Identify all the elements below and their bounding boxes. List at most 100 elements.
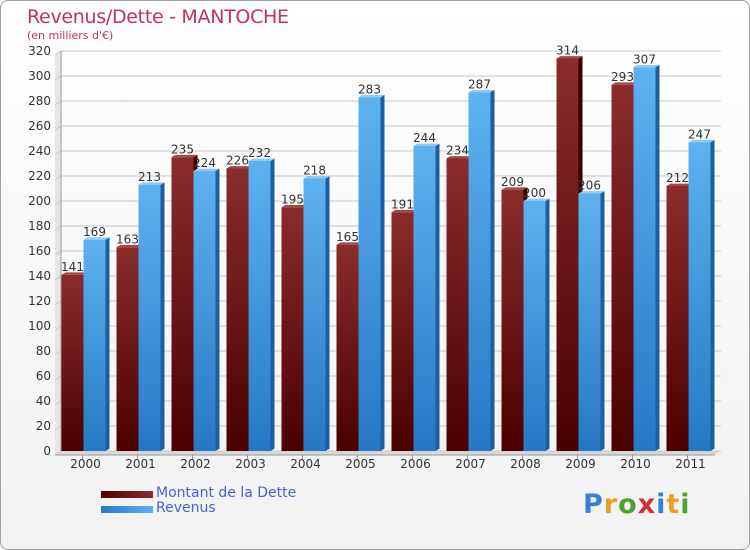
- x-tick-label: 2007: [455, 457, 486, 471]
- bar-revenue-2002: [193, 171, 216, 451]
- y-tick-label: 160: [28, 244, 51, 258]
- proxiti-letter: t: [666, 489, 681, 520]
- bar-debt-2006: [391, 212, 414, 451]
- data-label-revenue-2011: 247: [688, 127, 711, 141]
- bar-revenue-2003: [248, 161, 271, 451]
- bar-revenue-2003-side: [270, 158, 275, 451]
- bar-revenue-2008-top: [523, 198, 550, 201]
- y-gridline-depth: [54, 300, 62, 306]
- y-gridline-depth: [54, 225, 62, 231]
- x-tick-label: 2000: [70, 457, 101, 471]
- axes: 0 20 40 60 80 100 120 140 160 180 200 220 240 260 280 3…: [28, 44, 715, 471]
- x-tick-label: 2006: [400, 457, 431, 471]
- bar-debt-2009-top: [556, 56, 583, 59]
- bar-revenue-2009-top: [578, 191, 605, 194]
- bar-revenue-2000-top: [83, 237, 110, 240]
- data-label-debt-2001: 163: [116, 232, 139, 246]
- y-tick-label: 280: [28, 94, 51, 108]
- bar-revenue-2005-top: [358, 94, 385, 98]
- bars: [61, 56, 715, 451]
- x-tick-label: 2005: [345, 457, 376, 471]
- bar-revenue-2004-side: [325, 176, 330, 451]
- bar-debt-2002: [171, 157, 194, 451]
- bar-revenue-2001-side: [160, 182, 165, 451]
- x-tick-label: 2010: [620, 457, 651, 471]
- bar-revenue-2001: [138, 184, 161, 451]
- bar-debt-2003-top: [226, 166, 253, 169]
- data-label-debt-2007: 234: [446, 144, 469, 158]
- x-tick-label: 2008: [510, 457, 541, 471]
- bar-revenue-2010: [633, 67, 656, 451]
- data-label-revenue-2002: 224: [193, 156, 216, 170]
- bar-revenue-2011-side: [710, 139, 715, 451]
- bar-revenue-2010-top: [633, 64, 660, 68]
- bar-revenue-2006: [413, 146, 436, 451]
- data-label-revenue-2004: 218: [303, 164, 326, 178]
- bar-debt-2006-top: [391, 209, 418, 213]
- proxiti-letter: r: [603, 489, 619, 520]
- x-tick-label: 2001: [125, 457, 156, 471]
- data-label-debt-2006: 191: [391, 197, 414, 211]
- data-label-revenue-2003: 232: [248, 146, 271, 160]
- bar-revenue-2003-top: [248, 158, 275, 161]
- bar-debt-2001: [116, 247, 139, 451]
- bar-revenue-2010-side: [655, 64, 660, 451]
- y-tick-label: 60: [36, 369, 51, 383]
- data-label-debt-2009: 314: [556, 44, 579, 58]
- data-label-debt-2010: 293: [611, 70, 634, 84]
- bar-revenue-2004-top: [303, 176, 330, 179]
- bar-debt-2011-top: [666, 183, 693, 186]
- bar-debt-2009: [556, 58, 579, 451]
- y-gridline-depth: [54, 350, 62, 356]
- proxiti-letter: i: [680, 489, 691, 520]
- bar-debt-2002-top: [171, 154, 198, 158]
- data-label-debt-2003: 226: [226, 154, 249, 168]
- bar-revenue-2006-top: [413, 143, 440, 146]
- bar-revenue-2011-top: [688, 139, 715, 143]
- data-label-revenue-2000: 169: [83, 225, 106, 239]
- y-gridline-depth: [54, 450, 62, 456]
- data-label-debt-2002: 235: [171, 142, 194, 156]
- y-gridline-depth: [54, 250, 62, 256]
- data-label-revenue-2010: 307: [633, 52, 656, 66]
- data-label-revenue-2007: 287: [468, 77, 491, 91]
- y-tick-label: 0: [43, 444, 51, 458]
- y-gridline-depth: [54, 125, 62, 131]
- legend-label-debt: Montant de la Dette: [156, 485, 297, 501]
- data-label-debt-2008: 209: [501, 175, 524, 189]
- y-gridline-depth: [54, 175, 62, 181]
- x-tick-label: 2004: [290, 457, 321, 471]
- proxiti-letter: x: [637, 489, 657, 520]
- proxiti-letter: i: [656, 489, 667, 520]
- bar-debt-2011: [666, 186, 689, 451]
- y-tick-label: 80: [36, 344, 51, 358]
- y-tick-label: 220: [28, 169, 51, 183]
- y-gridline-depth: [54, 400, 62, 406]
- y-tick-label: 240: [28, 144, 51, 158]
- chart-title: Revenus/Dette - MANTOCHE: [27, 6, 289, 28]
- legend-swatch-revenue: [101, 506, 153, 513]
- bar-debt-2001-top: [116, 244, 143, 248]
- bar-debt-2003: [226, 168, 249, 451]
- y-gridline-depth: [54, 275, 62, 281]
- x-tick-label: 2003: [235, 457, 266, 471]
- y-tick-label: 180: [28, 219, 51, 233]
- bar-revenue-2005: [358, 97, 381, 451]
- data-label-revenue-2009: 206: [578, 179, 601, 193]
- bar-revenue-2009: [578, 193, 601, 451]
- proxiti-letter: o: [618, 489, 638, 520]
- data-label-debt-2000: 141: [61, 260, 84, 274]
- data-label-revenue-2001: 213: [138, 170, 161, 184]
- gridlines: [54, 50, 721, 456]
- y-tick-label: 140: [28, 269, 51, 283]
- bar-debt-2005: [336, 244, 359, 451]
- chart-subtitle: (en milliers d'€): [27, 29, 114, 42]
- y-gridline-depth: [54, 325, 62, 331]
- bar-revenue-2011: [688, 142, 711, 451]
- bar-debt-2008: [501, 189, 524, 451]
- y-tick-label: 120: [28, 294, 51, 308]
- bar-debt-2004-top: [281, 204, 308, 208]
- x-tick-label: 2009: [565, 457, 596, 471]
- proxiti-letter: P: [583, 489, 604, 520]
